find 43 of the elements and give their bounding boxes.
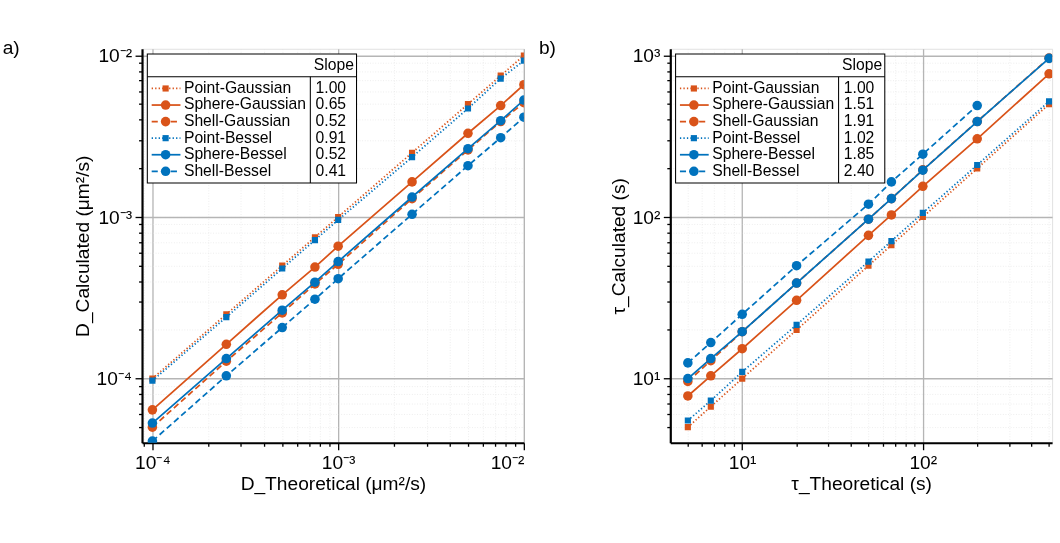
legend-label: Point-Gaussian [712,78,820,96]
y-tick-label: 10⁻³ [98,206,133,228]
y-tick-label: 10² [632,206,661,228]
x-axis-title: τ_Theoretical (s) [791,473,933,496]
legend-title: Slope [313,55,355,73]
annotation: 0.52 [315,145,347,163]
y-tick-label: 10³ [632,45,661,67]
annotation: 0.52 [315,111,347,129]
chart-title: b) [538,36,556,58]
y-axis-title: τ_Calculated (s) [607,178,630,315]
x-tick-label: 10⁻³ [321,451,356,473]
legend-label: Shell-Gaussian [712,111,819,129]
legend-label: Shell-Bessel [712,161,800,179]
annotation: 1.51 [843,95,875,113]
x-axis-title: D_Theoretical (μm²/s) [240,473,427,496]
legend-label: Shell-Gaussian [183,111,291,129]
legend-label: Point-Bessel [712,128,801,146]
y-tick-label: 10⁻⁴ [96,368,133,390]
x-tick-label: 10⁻⁴ [135,451,171,473]
legend-label: Sphere-Bessel [183,145,287,163]
x-tick-label: 10⁻² [490,451,525,473]
annotation: 1.02 [843,128,875,146]
annotation: 1.85 [843,145,875,163]
y-axis-title: D_Calculated (μm²/s) [71,155,94,337]
x-tick-label: 10² [909,451,938,473]
legend-title: Slope [842,55,883,73]
y-tick-label: 10⁻² [98,45,133,67]
legend-label: Shell-Bessel [183,161,272,179]
annotation: 0.91 [315,128,347,146]
legend-label: Sphere-Gaussian [183,95,307,113]
x-tick-label: 10¹ [728,451,757,473]
y-tick-label: 10¹ [632,368,661,390]
annotation: 2.40 [843,161,875,179]
annotation: 1.00 [315,78,347,96]
chart-title: a) [2,36,20,58]
legend-label: Sphere-Bessel [712,145,816,163]
legend-label: Sphere-Gaussian [712,95,835,113]
annotation: 1.00 [843,78,875,96]
annotation: 0.41 [315,161,347,179]
annotation: 0.65 [315,95,347,113]
legend-label: Point-Gaussian [183,78,292,96]
legend-label: Point-Bessel [183,128,273,146]
annotation: 1.91 [843,111,875,129]
